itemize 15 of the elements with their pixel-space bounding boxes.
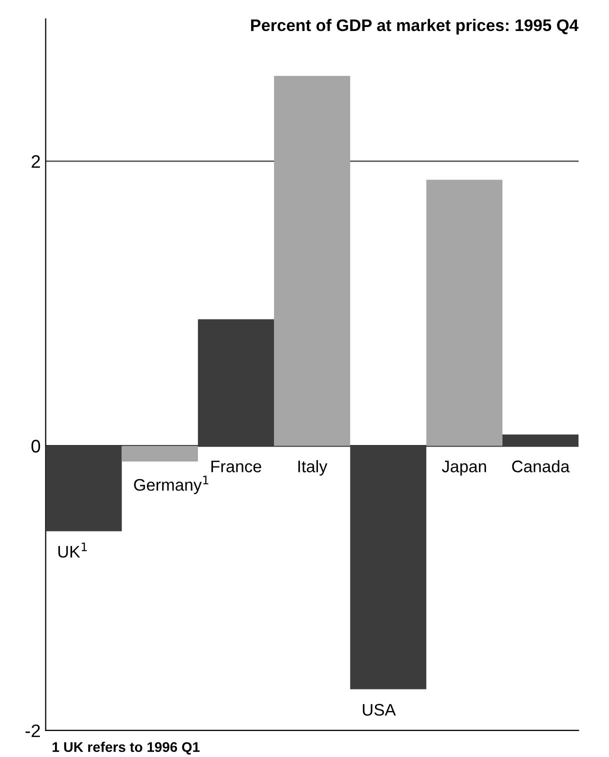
bar <box>122 446 198 462</box>
x-tick-label: USA <box>362 704 396 716</box>
text: 1 UK refers to 1996 Q1 <box>52 742 200 755</box>
x-tick-label: UK$^{1}$ <box>58 542 87 558</box>
x-tick-label: Germany$^{1}$ <box>134 476 208 494</box>
y-tick-label: 2 <box>32 155 40 168</box>
x-tick-label: France <box>211 460 262 472</box>
chart-title: Percent of GDP at market prices: 1995 Q4 <box>251 18 578 34</box>
bar <box>426 180 502 446</box>
x-tick-label: Italy <box>298 460 328 476</box>
y-tick-label: -2 <box>26 724 40 738</box>
bar <box>274 76 350 446</box>
y-tick-label: 0 <box>31 440 40 453</box>
x-tick-label: Canada <box>512 460 570 472</box>
x-tick-label: Japan <box>442 460 486 476</box>
